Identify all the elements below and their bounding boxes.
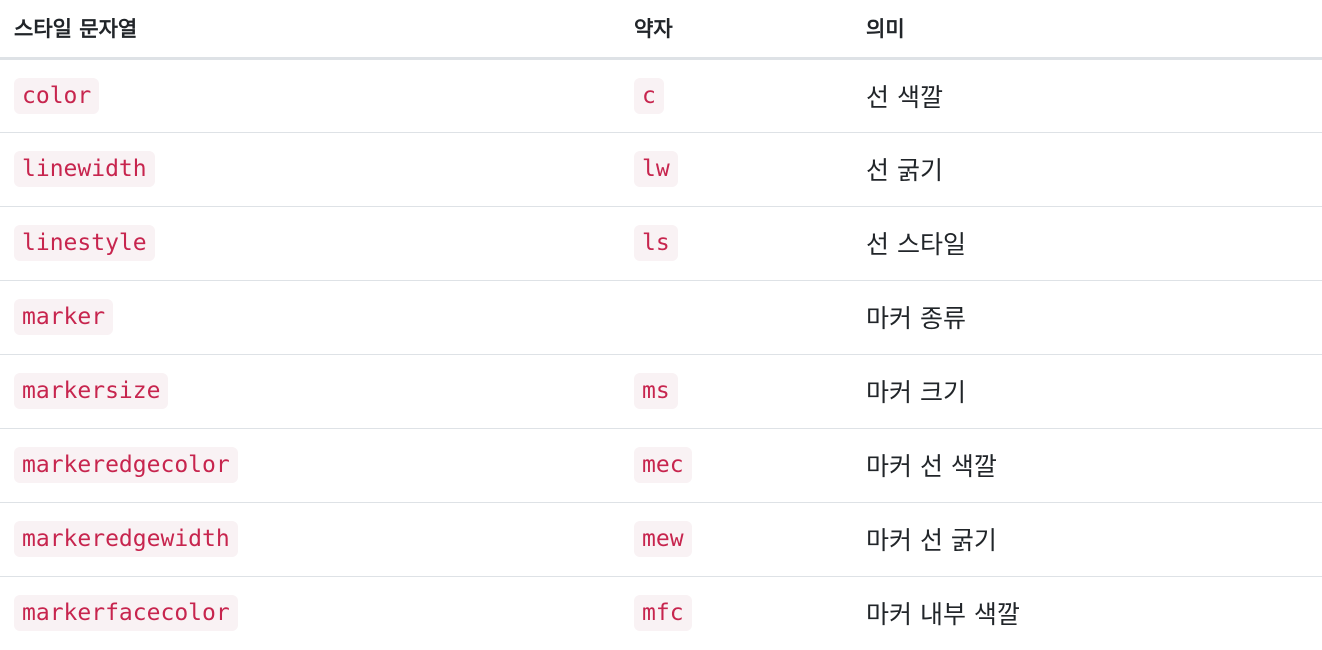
header-style-string: 스타일 문자열 — [0, 0, 634, 60]
abbreviation-code: ls — [634, 225, 678, 261]
style-string-code: markersize — [14, 373, 169, 409]
table-row: linestyle ls 선 스타일 — [0, 206, 1322, 281]
abbreviation-cell: mec — [634, 428, 850, 503]
style-string-cell: markersize — [0, 354, 634, 429]
style-string-cell: markerfacecolor — [0, 576, 634, 650]
table-row: markeredgecolor mec 마커 선 색깔 — [0, 428, 1322, 503]
style-string-code: color — [14, 77, 100, 114]
table-row: linewidth lw 선 굵기 — [0, 132, 1322, 207]
abbreviation-code: mfc — [634, 595, 692, 632]
abbreviation-cell: c — [634, 58, 850, 133]
abbreviation-cell: lw — [634, 132, 850, 207]
table-row: markeredgewidth mew 마커 선 굵기 — [0, 502, 1322, 577]
meaning-cell: 마커 종류 — [850, 280, 1322, 355]
meaning-cell: 마커 선 굵기 — [850, 502, 1322, 577]
style-string-code: markeredgecolor — [14, 447, 238, 483]
abbreviation-code: ms — [634, 373, 678, 409]
header-meaning: 의미 — [850, 0, 1322, 60]
abbreviation-cell: ls — [634, 206, 850, 281]
abbreviation-code: mec — [634, 447, 692, 483]
meaning-cell: 선 색깔 — [850, 58, 1322, 133]
header-abbreviation: 약자 — [634, 0, 850, 60]
abbreviation-code: mew — [634, 521, 692, 557]
style-string-code: markeredgewidth — [14, 521, 238, 557]
style-string-cell: markeredgecolor — [0, 428, 634, 503]
abbreviation-cell — [634, 280, 850, 355]
abbreviation-code: c — [634, 77, 664, 114]
abbreviation-cell: ms — [634, 354, 850, 429]
header-row: 스타일 문자열 약자 의미 — [0, 0, 1322, 60]
abbreviation-cell: mfc — [634, 576, 850, 650]
meaning-cell: 마커 크기 — [850, 354, 1322, 429]
style-string-code: markerfacecolor — [14, 595, 238, 632]
style-string-code: marker — [14, 299, 114, 335]
abbreviation-code: lw — [634, 151, 678, 187]
meaning-cell: 마커 내부 색깔 — [866, 600, 1020, 630]
style-string-cell: linestyle — [0, 206, 634, 281]
table-header: 스타일 문자열 약자 의미 — [0, 0, 1322, 60]
meaning-cell: 선 굵기 — [850, 132, 1322, 207]
meaning-cell: 마커 선 색깔 — [850, 428, 1322, 503]
style-string-code: linestyle — [14, 225, 155, 261]
style-string-cell: markeredgewidth — [0, 502, 634, 577]
style-string-cell: color — [0, 58, 634, 133]
table-row: color c 선 색깔 — [0, 58, 1322, 133]
table-row: markerfacecolor mfc 마커 내부 색깔 — [0, 576, 1322, 650]
style-string-cell: marker — [0, 280, 634, 355]
table-body: color c 선 색깔 linewidth lw 선 굵기 linestyle… — [0, 58, 1322, 650]
style-string-cell: linewidth — [0, 132, 634, 207]
style-string-code: linewidth — [14, 151, 155, 187]
table-row: marker 마커 종류 — [0, 280, 1322, 355]
table-row: markersize ms 마커 크기 — [0, 354, 1322, 429]
abbreviation-cell: mew — [634, 502, 850, 577]
meaning-cell: 선 스타일 — [850, 206, 1322, 281]
